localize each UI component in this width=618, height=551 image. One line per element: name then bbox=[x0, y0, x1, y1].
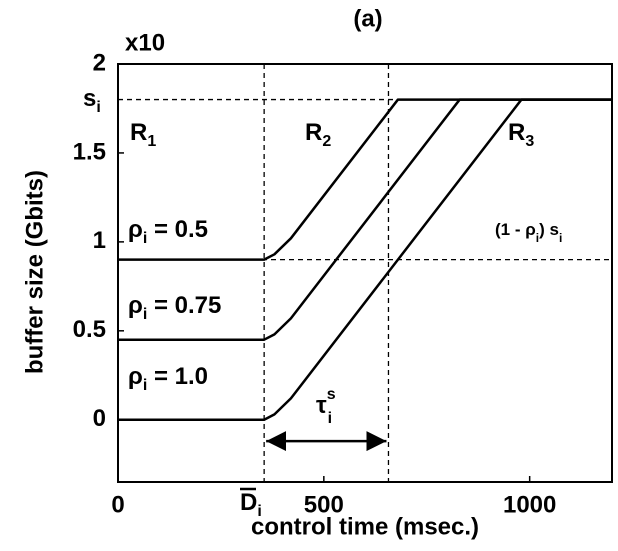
annotation: R3 bbox=[508, 119, 534, 150]
plot-frame bbox=[117, 63, 613, 483]
x-tick-label: 0 bbox=[111, 491, 124, 518]
annotation-text: ρ bbox=[128, 216, 143, 243]
line-series bbox=[118, 98, 612, 421]
annotation-text: s bbox=[83, 85, 96, 112]
annotation-superscript: s bbox=[327, 386, 336, 403]
annotation-text: ρ bbox=[128, 363, 143, 390]
y-tick-label: 0 bbox=[93, 405, 106, 432]
y-tick-label: 2 bbox=[93, 49, 106, 76]
annotation-text: R bbox=[130, 119, 147, 146]
annotation-subscript: i bbox=[143, 230, 147, 247]
annotation-subscript: 2 bbox=[322, 133, 331, 150]
annotation-subscript: i bbox=[328, 410, 332, 427]
annotation-text: ρ bbox=[128, 292, 143, 319]
y-tick-label: 1.5 bbox=[73, 138, 106, 165]
annotation-subscript: 3 bbox=[525, 133, 534, 150]
annotation-subscript: i bbox=[536, 231, 539, 245]
annotation-text: ) s bbox=[539, 220, 559, 239]
annotation-text: D bbox=[240, 489, 257, 516]
x-tick-label: 1000 bbox=[503, 491, 556, 518]
annotation-subscript: i bbox=[143, 306, 147, 323]
y-tick-label: 1 bbox=[93, 227, 106, 254]
annotation-text: (1 - ρ bbox=[495, 220, 536, 239]
annotation-text: = 0.75 bbox=[147, 292, 221, 319]
annotation-text: τ bbox=[316, 392, 327, 419]
annotation-subscript: i bbox=[257, 503, 261, 520]
annotation-subscript: i bbox=[96, 99, 100, 116]
annotation-text: = 0.5 bbox=[147, 216, 208, 243]
annotation-text: R bbox=[508, 119, 525, 146]
annotation: (1 - ρi) si bbox=[495, 220, 562, 245]
line-series bbox=[118, 98, 612, 341]
annotation: si bbox=[83, 85, 101, 116]
annotation-subscript: i bbox=[143, 377, 147, 394]
line-series bbox=[118, 98, 612, 261]
annotation: ρi = 0.75 bbox=[128, 292, 221, 323]
x-tick-label: 500 bbox=[304, 491, 344, 518]
annotation-text: R bbox=[305, 119, 322, 146]
x-axis-label: control time (msec.) bbox=[251, 513, 479, 540]
annotation: Di bbox=[240, 489, 262, 520]
chart-title: (a) bbox=[353, 5, 382, 32]
annotation-subscript: i bbox=[559, 231, 562, 245]
annotation-text: = 1.0 bbox=[147, 363, 208, 390]
annotation: τs i bbox=[316, 386, 336, 427]
axis-multiplier: x10 bbox=[125, 29, 165, 56]
y-tick-label: 0.5 bbox=[73, 316, 106, 343]
annotation-subscript: 1 bbox=[147, 133, 156, 150]
annotation: ρi = 1.0 bbox=[128, 363, 208, 394]
annotation: R2 bbox=[305, 119, 331, 150]
annotation: ρi = 0.5 bbox=[128, 216, 208, 247]
y-axis-label: buffer size (Gbits) bbox=[21, 170, 48, 374]
annotation: R1 bbox=[130, 119, 156, 150]
